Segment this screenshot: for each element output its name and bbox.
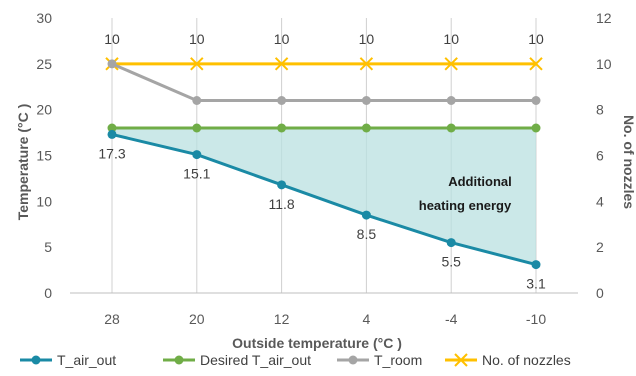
- legend: T_air_out Desired T_air_out T_room No. of n…: [20, 352, 571, 368]
- data-label-t-air-out: 15.1: [183, 166, 210, 182]
- point-t-room: [277, 96, 287, 105]
- y2-tick-label: 12: [596, 10, 612, 26]
- data-label-no-of-nozzles: 10: [274, 31, 290, 47]
- point-t-air-out: [531, 260, 541, 270]
- point-t-air-out: [446, 238, 456, 248]
- y-tick-label: 0: [44, 285, 52, 301]
- y2-tick-label: 8: [596, 102, 604, 118]
- data-label-no-of-nozzles: 10: [359, 31, 375, 47]
- y2-axis-title: No. of nozzles: [621, 115, 636, 209]
- point-desired-t-air-out: [446, 123, 456, 133]
- point-no-of-nozzles: [274, 57, 289, 71]
- point-t-room: [192, 96, 202, 105]
- series-line-t-air-out: [111, 132, 537, 267]
- y-tick-label: 10: [36, 193, 52, 209]
- x-tick-label: 20: [189, 311, 205, 327]
- y2-tick-label: 4: [596, 193, 604, 209]
- axes: 0 5 10 15 20 25 30 0 2 4 6 8 10 12 28 20 12 4 -4 -10: [36, 10, 611, 327]
- point-desired-t-air-out: [277, 123, 287, 133]
- y-tick-label: 15: [36, 148, 52, 164]
- annotation-line-1: Additional: [448, 174, 512, 189]
- legend-label: T_air_out: [57, 352, 116, 368]
- data-label-no-of-nozzles: 10: [104, 31, 120, 47]
- annotation-line-2: heating energy: [419, 198, 512, 213]
- y2-tick-label: 0: [596, 285, 604, 301]
- point-desired-t-air-out: [531, 123, 541, 133]
- additional-heating-area: [112, 128, 536, 265]
- legend-label: No. of nozzles: [482, 352, 571, 368]
- legend-label: T_room: [374, 352, 422, 368]
- y2-tick-label: 10: [596, 56, 612, 72]
- x-axis-title: Outside temperature (°C ): [232, 335, 402, 351]
- data-label-no-of-nozzles: 10: [189, 31, 205, 47]
- legend-item-t-air-out: T_air_out: [20, 352, 116, 368]
- data-labels: 17.3 15.1 11.8 8.5 5.5 3.1 10 10 10 10 10 10: [98, 31, 546, 292]
- legend-item-no-of-nozzles: No. of nozzles: [445, 352, 571, 368]
- x-tick-label: 4: [363, 311, 371, 327]
- x-tick-label: -10: [526, 311, 546, 327]
- data-label-no-of-nozzles: 10: [528, 31, 544, 47]
- legend-item-t-room: T_room: [337, 352, 422, 368]
- y-axis-title: Temperature (°C ): [15, 104, 31, 221]
- data-label-t-air-out: 11.8: [268, 196, 294, 212]
- data-label-t-air-out: 17.3: [98, 145, 125, 161]
- point-t-room: [531, 96, 541, 105]
- legend-label: Desired T_air_out: [200, 352, 311, 368]
- series-line-t-room: [111, 62, 536, 102]
- point-t-room: [361, 96, 371, 105]
- point-no-of-nozzles: [359, 57, 374, 71]
- point-t-air-out: [361, 210, 371, 220]
- point-desired-t-air-out: [107, 123, 117, 133]
- point-t-air-out: [192, 150, 202, 160]
- point-t-room: [107, 59, 117, 69]
- data-label-t-air-out: 3.1: [526, 276, 546, 292]
- data-label-no-of-nozzles: 10: [443, 31, 459, 47]
- y2-tick-label: 6: [596, 148, 604, 164]
- y-tick-label: 30: [36, 10, 52, 26]
- data-label-t-air-out: 5.5: [441, 254, 461, 270]
- y-tick-label: 25: [36, 56, 52, 72]
- point-t-room: [446, 96, 456, 105]
- series-layer: [105, 57, 543, 270]
- point-desired-t-air-out: [192, 123, 202, 133]
- y-tick-label: 5: [44, 239, 52, 255]
- y2-tick-label: 2: [596, 239, 604, 255]
- point-no-of-nozzles: [444, 57, 458, 71]
- point-no-of-nozzles: [529, 57, 543, 71]
- x-tick-label: 12: [274, 311, 290, 327]
- point-desired-t-air-out: [361, 123, 371, 133]
- x-tick-label: -4: [445, 311, 458, 327]
- data-label-t-air-out: 8.5: [357, 226, 377, 242]
- x-tick-label: 28: [104, 311, 120, 327]
- point-t-air-out: [107, 129, 117, 139]
- legend-item-desired-t-air-out: Desired T_air_out: [163, 352, 311, 368]
- point-t-air-out: [277, 180, 287, 190]
- y-tick-label: 20: [36, 102, 52, 118]
- point-no-of-nozzles: [190, 57, 204, 71]
